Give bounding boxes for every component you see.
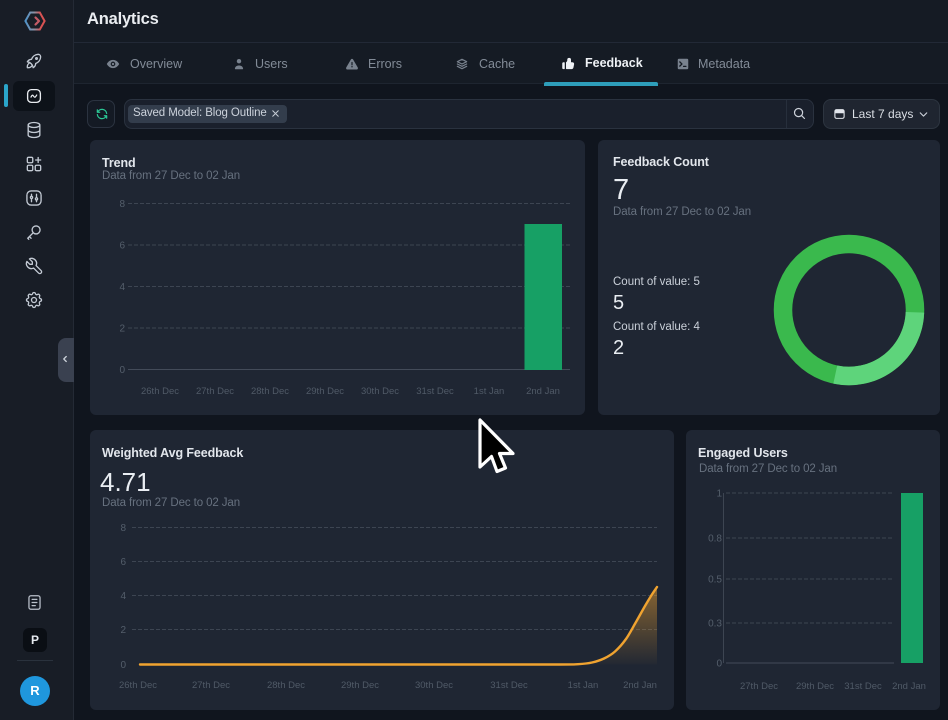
svg-text:2nd Jan: 2nd Jan xyxy=(623,680,657,691)
svg-text:31st Dec: 31st Dec xyxy=(490,680,528,691)
svg-text:28th Dec: 28th Dec xyxy=(267,680,305,691)
svg-text:0: 0 xyxy=(120,660,126,671)
svg-text:0.8: 0.8 xyxy=(708,534,722,545)
svg-text:2nd Jan: 2nd Jan xyxy=(892,681,926,692)
svg-text:2: 2 xyxy=(120,625,126,636)
svg-text:2nd Jan: 2nd Jan xyxy=(526,386,560,397)
svg-text:1: 1 xyxy=(716,489,722,500)
svg-text:1st Jan: 1st Jan xyxy=(474,386,505,397)
svg-text:0: 0 xyxy=(119,365,125,376)
svg-text:29th Dec: 29th Dec xyxy=(341,680,379,691)
svg-text:29th Dec: 29th Dec xyxy=(306,386,344,397)
svg-text:30th Dec: 30th Dec xyxy=(415,680,453,691)
svg-text:29th Dec: 29th Dec xyxy=(796,681,834,692)
svg-text:27th Dec: 27th Dec xyxy=(192,680,230,691)
svg-text:1st Jan: 1st Jan xyxy=(568,680,599,691)
svg-text:4: 4 xyxy=(119,282,125,293)
svg-text:30th Dec: 30th Dec xyxy=(361,386,399,397)
svg-text:27th Dec: 27th Dec xyxy=(196,386,234,397)
svg-text:26th Dec: 26th Dec xyxy=(119,680,157,691)
svg-text:8: 8 xyxy=(120,523,126,534)
svg-text:6: 6 xyxy=(119,241,125,252)
svg-text:28th Dec: 28th Dec xyxy=(251,386,289,397)
svg-text:8: 8 xyxy=(119,199,125,210)
svg-text:2: 2 xyxy=(119,324,125,335)
svg-text:31st Dec: 31st Dec xyxy=(416,386,454,397)
svg-text:31st Dec: 31st Dec xyxy=(844,681,882,692)
svg-text:0: 0 xyxy=(716,659,722,670)
svg-text:0.3: 0.3 xyxy=(708,619,722,630)
svg-text:27th Dec: 27th Dec xyxy=(740,681,778,692)
svg-text:0.5: 0.5 xyxy=(708,575,722,586)
svg-text:6: 6 xyxy=(120,557,126,568)
svg-text:26th Dec: 26th Dec xyxy=(141,386,179,397)
svg-text:4: 4 xyxy=(120,591,126,602)
